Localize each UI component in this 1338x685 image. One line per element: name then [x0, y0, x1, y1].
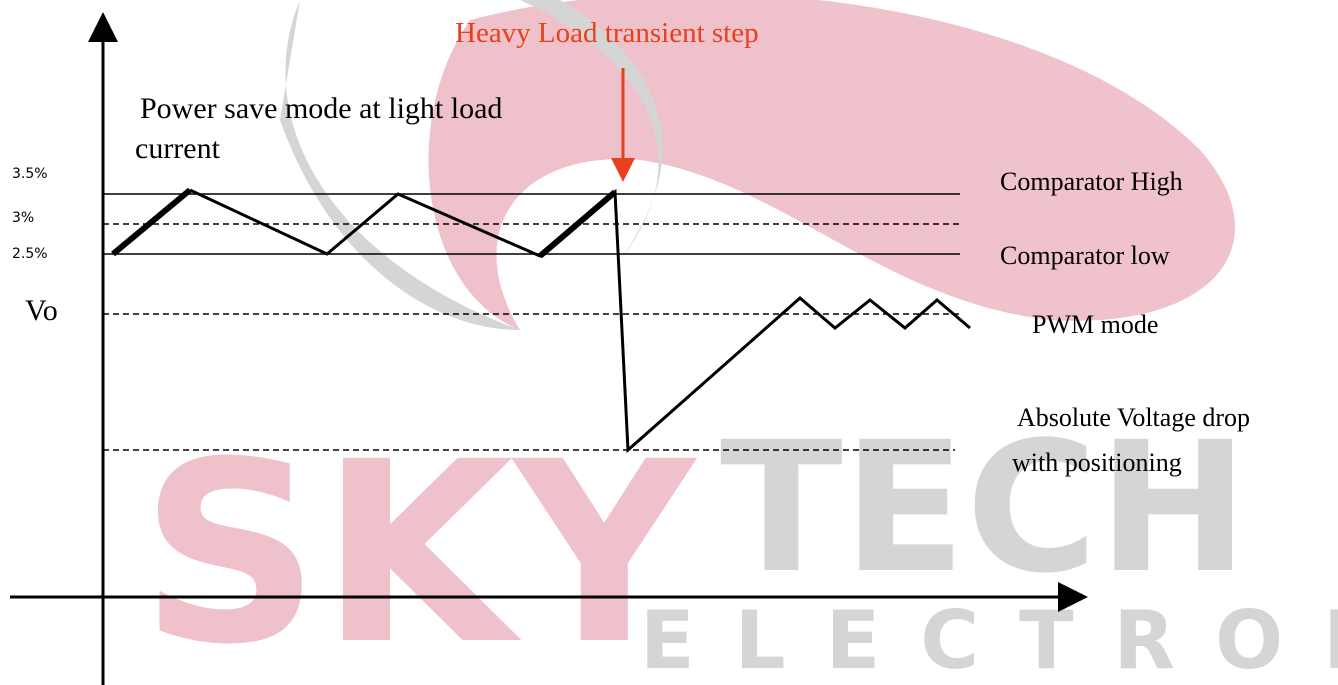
watermark-swoosh [429, 0, 1235, 330]
annotation: with positioning [1012, 448, 1182, 477]
waveform-ramp [113, 190, 190, 254]
y-axis-label: Vo [25, 294, 58, 327]
y-label: 3% [12, 210, 34, 226]
annotation: Absolute Voltage drop [1017, 403, 1250, 432]
annotation: Power save mode at light load [140, 92, 502, 125]
watermark-text: ELECTRONIC [640, 594, 1338, 685]
annotation: current [135, 132, 221, 165]
watermark-text: TECH [720, 404, 1249, 613]
annotation: Comparator High [1000, 167, 1183, 196]
page: SKY TECH ELECTRONIC Heavy Load transient… [0, 0, 1338, 685]
y-label: 3.5% [12, 166, 48, 182]
title: Heavy Load transient step [455, 17, 759, 49]
y-label: 2.5% [12, 246, 48, 262]
diagram: SKY TECH ELECTRONIC Heavy Load transient… [0, 0, 1338, 685]
annotation: Comparator low [1000, 241, 1170, 270]
annotation: PWM mode [1032, 310, 1158, 339]
